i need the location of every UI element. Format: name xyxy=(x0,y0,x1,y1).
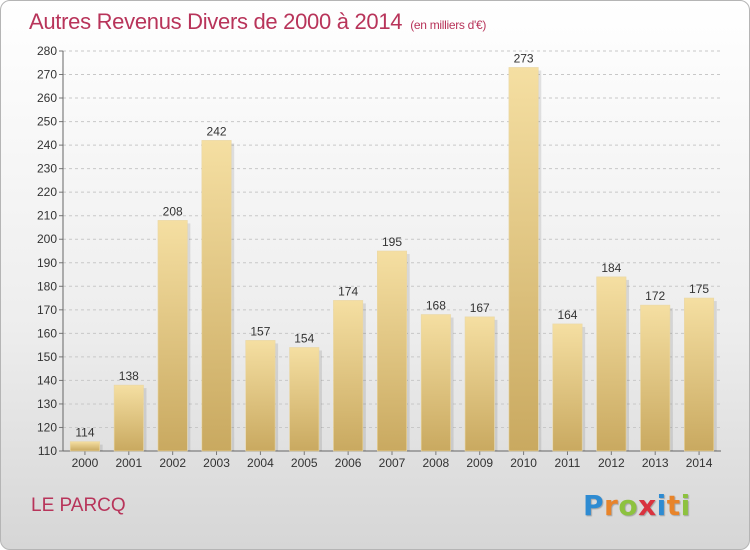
bar xyxy=(333,300,364,452)
x-tick-label: 2010 xyxy=(510,456,537,470)
chart-title: Autres Revenus Divers de 2000 à 2014 (en … xyxy=(29,9,486,35)
x-tick-label: 2008 xyxy=(423,456,450,470)
y-tick-label: 130 xyxy=(37,397,57,411)
x-tick-label: 2014 xyxy=(686,456,713,470)
y-tick-label: 260 xyxy=(37,91,57,105)
value-label: 157 xyxy=(250,324,270,338)
logo-letter: o xyxy=(618,489,639,522)
value-label: 195 xyxy=(382,235,402,249)
bar xyxy=(201,140,232,452)
y-tick-label: 280 xyxy=(37,44,57,58)
y-tick-label: 210 xyxy=(37,209,57,223)
y-tick-label: 110 xyxy=(38,444,57,458)
y-tick-label: 140 xyxy=(37,373,57,387)
data-labels: 114 138 208 242 157 154 174 195 168 167 273 164 184 1… xyxy=(75,51,709,439)
value-label: 174 xyxy=(338,284,358,298)
y-tick-label: 160 xyxy=(37,326,57,340)
value-label: 242 xyxy=(207,124,227,138)
value-label: 175 xyxy=(689,282,709,296)
value-label: 167 xyxy=(470,301,490,315)
place-name: LE PARCQ xyxy=(31,495,126,516)
bar xyxy=(596,276,627,452)
y-tick-label: 240 xyxy=(37,138,57,152)
x-tick-label: 2003 xyxy=(203,456,230,470)
y-tick-label: 170 xyxy=(37,303,57,317)
logo-letter: x xyxy=(638,489,657,522)
y-tick-label: 270 xyxy=(37,68,57,82)
bar xyxy=(113,384,144,452)
bar xyxy=(157,220,188,452)
unit-label: (en milliers d'€) xyxy=(410,18,487,32)
value-label: 164 xyxy=(557,308,577,322)
y-tick-label: 150 xyxy=(37,350,57,364)
value-label: 114 xyxy=(75,426,94,440)
x-tick-label: 2005 xyxy=(291,456,318,470)
y-tick-label: 250 xyxy=(37,115,57,129)
y-tick-label: 230 xyxy=(37,162,57,176)
x-tick-label: 2001 xyxy=(115,456,142,470)
y-tick-label: 120 xyxy=(37,420,57,434)
bar xyxy=(289,347,320,452)
bar xyxy=(245,340,276,452)
value-label: 172 xyxy=(645,289,665,303)
bars xyxy=(69,67,717,452)
bar xyxy=(377,250,407,452)
value-label: 184 xyxy=(601,261,621,275)
logo-letter: i xyxy=(680,489,691,522)
value-label: 273 xyxy=(514,51,534,65)
logo-letter: i xyxy=(656,489,667,522)
y-tick-label: 220 xyxy=(37,185,57,199)
bar xyxy=(420,314,451,452)
bar xyxy=(552,323,583,452)
title-text: Autres Revenus Divers de 2000 à 2014 xyxy=(29,9,403,34)
value-label: 168 xyxy=(426,299,446,313)
value-label: 138 xyxy=(119,369,139,383)
bar xyxy=(640,304,671,452)
y-tick-label: 200 xyxy=(37,232,57,246)
logo-letter: t xyxy=(666,489,681,522)
bar xyxy=(684,297,715,452)
x-tick-label: 2009 xyxy=(466,456,493,470)
x-tick-label: 2007 xyxy=(379,456,406,470)
value-label: 208 xyxy=(163,204,183,218)
value-label: 154 xyxy=(294,331,314,345)
logo-letter: r xyxy=(604,489,619,522)
logo-letter: P xyxy=(583,489,605,522)
x-tick-label: 2000 xyxy=(72,456,99,470)
bar xyxy=(508,67,539,452)
x-tick-label: 2006 xyxy=(335,456,362,470)
x-tick-label: 2011 xyxy=(555,456,581,470)
y-tick-label: 190 xyxy=(37,256,57,270)
x-tick-label: 2002 xyxy=(159,456,186,470)
proxiti-logo[interactable]: Proxiti xyxy=(583,489,691,522)
x-tick-label: 2004 xyxy=(247,456,274,470)
axes: 110 120 130 140 150 160 170 180 190 200 210 220 230 2… xyxy=(37,44,721,470)
x-tick-label: 2013 xyxy=(642,456,669,470)
x-tick-label: 2012 xyxy=(598,456,625,470)
bar xyxy=(69,441,100,452)
bar xyxy=(464,316,495,452)
y-tick-label: 180 xyxy=(37,279,57,293)
